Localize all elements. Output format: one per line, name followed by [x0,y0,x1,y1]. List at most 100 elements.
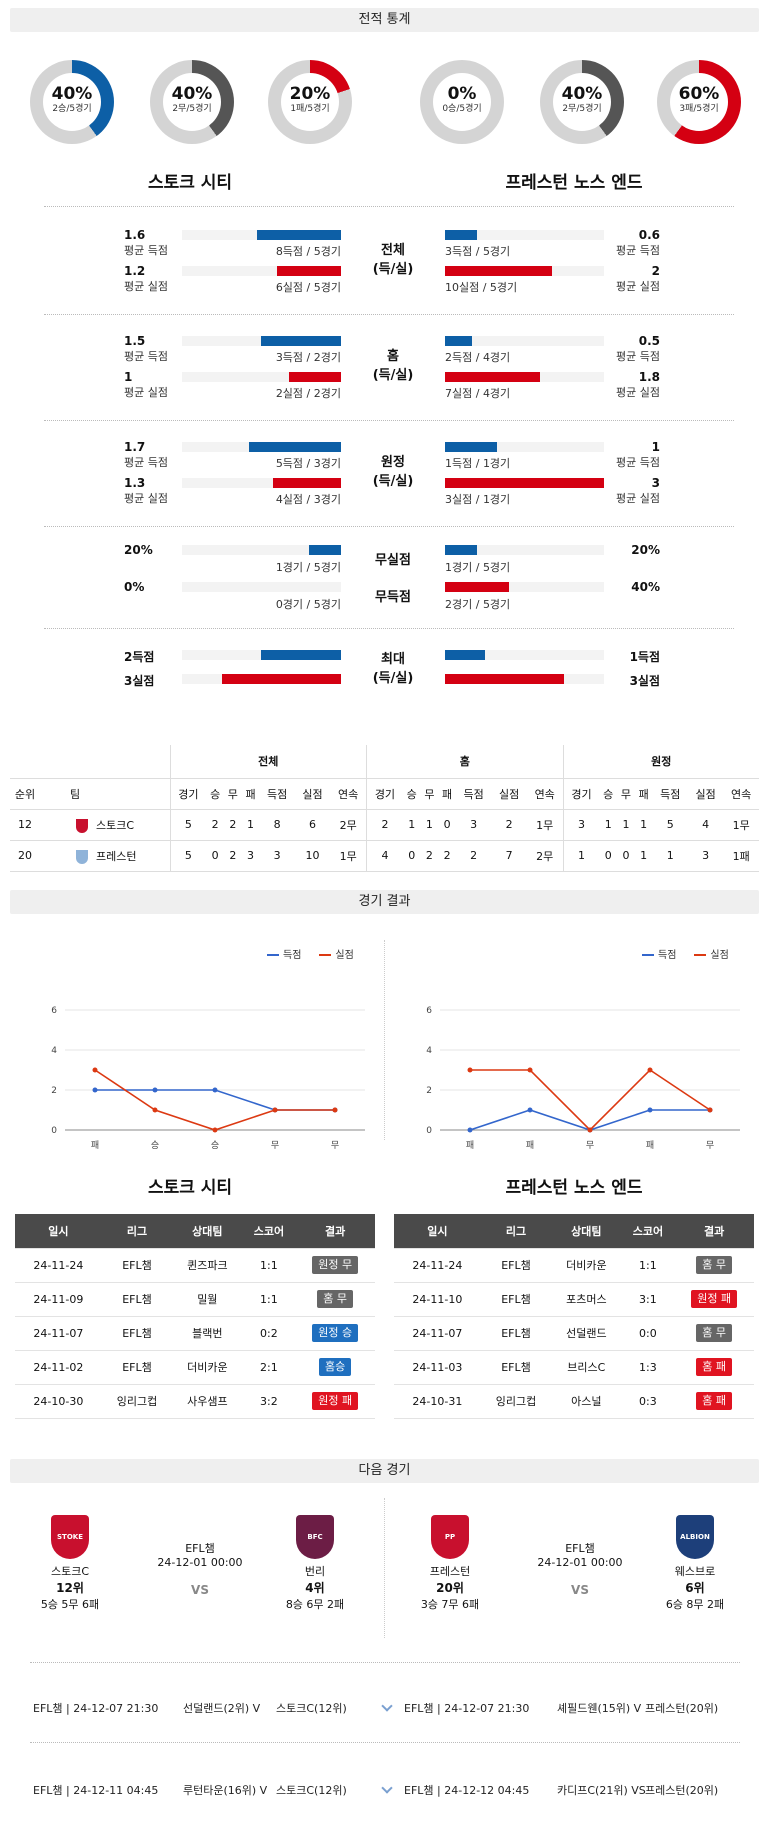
home-avg-ga-label: 평균 실점 [124,280,168,293]
fixture-opponent: 셰필드웬(15위) V [557,1702,642,1715]
data-point [707,1107,713,1113]
away-avg-ga-label: 평균 실점 [616,492,660,505]
data-point [272,1107,278,1113]
fixture-team: 스토크C(12위) [276,1784,347,1797]
noscore-category: 무득점 [375,590,411,605]
away-avg-gf-label: 평균 득점 [616,456,660,469]
result-opp: 더비카운 [172,1350,243,1385]
series-line [469,1109,710,1131]
result-cell: 홈 무 [295,1282,375,1317]
category-line2: (득/실) [372,474,414,489]
result-score: 2:1 [242,1350,296,1385]
stat-category: 전체 (득/실) [353,241,433,279]
result-score: 3:1 [621,1282,675,1317]
team-name: 프레스턴 [96,849,137,863]
away-gf-bar [445,230,477,240]
series-line [470,1068,711,1132]
result-cell: 홈 패 [674,1350,754,1385]
away-ga-count: 10실점 / 5경기 [445,281,518,294]
home-ga-count: 4실점 / 3경기 [275,493,341,506]
category-line2: (득/실) [372,262,414,277]
y-tick-label: 4 [51,1046,57,1056]
result-row: 24-11-03 EFL챔 브리스C 1:3 홈 패 [394,1350,754,1385]
result-date: 24-11-24 [15,1248,102,1283]
team-rank: 20위 [436,1581,464,1595]
clean-away-bar [445,545,477,555]
section-header-results: 경기 결과 [10,890,759,914]
home-avg-ga: 1.3 [124,476,146,490]
team-record: 5승 5무 6패 [40,1598,100,1611]
away-avg-ga-label: 평균 실점 [616,386,660,399]
result-date: 24-11-02 [15,1350,102,1385]
away-ga-bar [445,266,552,276]
result-date: 24-11-09 [15,1282,102,1317]
donut-hole: 40% 2승/5경기 [43,73,101,131]
team-name: 번리 [304,1565,326,1578]
bar-track [182,582,341,592]
series-line [95,1089,335,1111]
result-cell: 홈승 [295,1350,375,1385]
team-cell: 스토크C [40,809,170,841]
line-chart: 0 2 4 6 패 승 승 무 무 [51,1006,365,1150]
away-gf-bar [445,336,472,346]
stat-cell: 2 [206,809,224,841]
stat-category: 원정 (득/실) [353,453,433,491]
team-crest-icon: ALBION [676,1515,714,1559]
team-name: 스토크C [96,818,135,832]
result-opp: 밀월 [172,1282,243,1317]
match-info: EFL챔 24-12-01 00:00 VS [120,1540,280,1597]
stat-cell: 0 [599,840,618,872]
category-line1: 원정 [381,455,405,470]
standings-group-2: 원정 [562,745,759,779]
standings-col: 연속 [723,778,759,810]
donut-4: 40% 2무/5경기 [540,60,624,144]
stat-cell: 1패 [723,840,759,872]
donut-sub: 2무/5경기 [562,104,602,114]
stat-cell: 3 [562,809,600,841]
data-point [647,1107,653,1113]
result-row: 24-11-09 EFL챔 밀월 1:1 홈 무 [15,1282,375,1317]
stat-cell: 0 [617,840,635,872]
result-date: 24-10-30 [15,1384,102,1419]
stat-cell: 0 [402,840,421,872]
y-tick-label: 6 [426,1006,432,1016]
standings-col-left-0: 순위 [10,778,40,810]
standings-col: 경기 [562,778,600,810]
away-avg-gf: 0.5 [638,334,660,348]
result-badge: 홈 무 [317,1290,354,1308]
result-score: 0:2 [242,1316,296,1351]
donut-sub: 1패/5경기 [290,104,330,114]
team-cell: 프레스턴 [40,840,170,872]
team-name: 스토크C [50,1565,90,1578]
standings-col: 무 [224,778,242,810]
team-record: 6승 8무 2패 [665,1598,725,1611]
result-row: 24-11-24 EFL챔 퀸즈파크 1:1 원정 무 [15,1248,375,1283]
away-ga-bar [445,478,604,488]
donut-sub: 0승/5경기 [442,104,482,114]
results-col-header: 결과 [295,1214,375,1249]
donut-sub: 2무/5경기 [172,104,212,114]
max-away-ga-bar [445,674,564,684]
result-league: 잉리그컵 [480,1384,552,1419]
legend-item: 득점 [642,950,676,961]
result-badge: 원정 무 [312,1256,359,1274]
away-avg-gf-label: 평균 득점 [616,244,660,257]
stat-cell: 1무 [330,840,367,872]
results-col-header: 스코어 [621,1214,675,1249]
max-home-ga-bar [222,674,341,684]
team-crest-icon: STOKE [51,1515,89,1559]
home-avg-gf: 1.7 [124,440,146,454]
legend-label: 득점 [658,950,677,961]
team-crest-icon: PP [431,1515,469,1559]
match-league: EFL챔 [185,1542,215,1555]
donut-3: 0% 0승/5경기 [420,60,504,144]
result-date: 24-11-07 [15,1316,102,1351]
away-gf-bar [445,442,497,452]
stat-cell: 2 [366,809,403,841]
result-date: 24-11-07 [394,1316,481,1351]
donut-sub: 3패/5경기 [679,104,719,114]
standings-col: 패 [438,778,456,810]
result-date: 24-11-03 [394,1350,481,1385]
chart-divider [384,940,385,1140]
match-info: EFL챔 24-12-01 00:00 VS [500,1540,660,1597]
